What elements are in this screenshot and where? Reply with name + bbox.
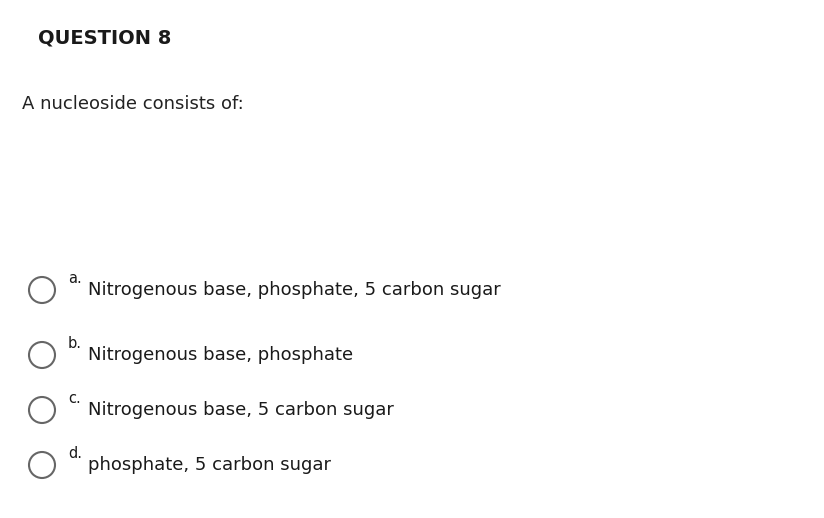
Ellipse shape xyxy=(29,342,55,368)
Text: a.: a. xyxy=(68,271,82,286)
Text: d.: d. xyxy=(68,446,82,461)
Text: Nitrogenous base, phosphate, 5 carbon sugar: Nitrogenous base, phosphate, 5 carbon su… xyxy=(88,281,501,299)
Ellipse shape xyxy=(29,277,55,303)
Ellipse shape xyxy=(29,452,55,478)
Text: Nitrogenous base, phosphate: Nitrogenous base, phosphate xyxy=(88,346,353,364)
Text: QUESTION 8: QUESTION 8 xyxy=(38,28,171,47)
Text: c.: c. xyxy=(68,391,81,406)
Text: phosphate, 5 carbon sugar: phosphate, 5 carbon sugar xyxy=(88,456,331,474)
Ellipse shape xyxy=(29,397,55,423)
Text: Nitrogenous base, 5 carbon sugar: Nitrogenous base, 5 carbon sugar xyxy=(88,401,394,419)
Text: A nucleoside consists of:: A nucleoside consists of: xyxy=(22,95,244,113)
Text: b.: b. xyxy=(68,336,82,351)
